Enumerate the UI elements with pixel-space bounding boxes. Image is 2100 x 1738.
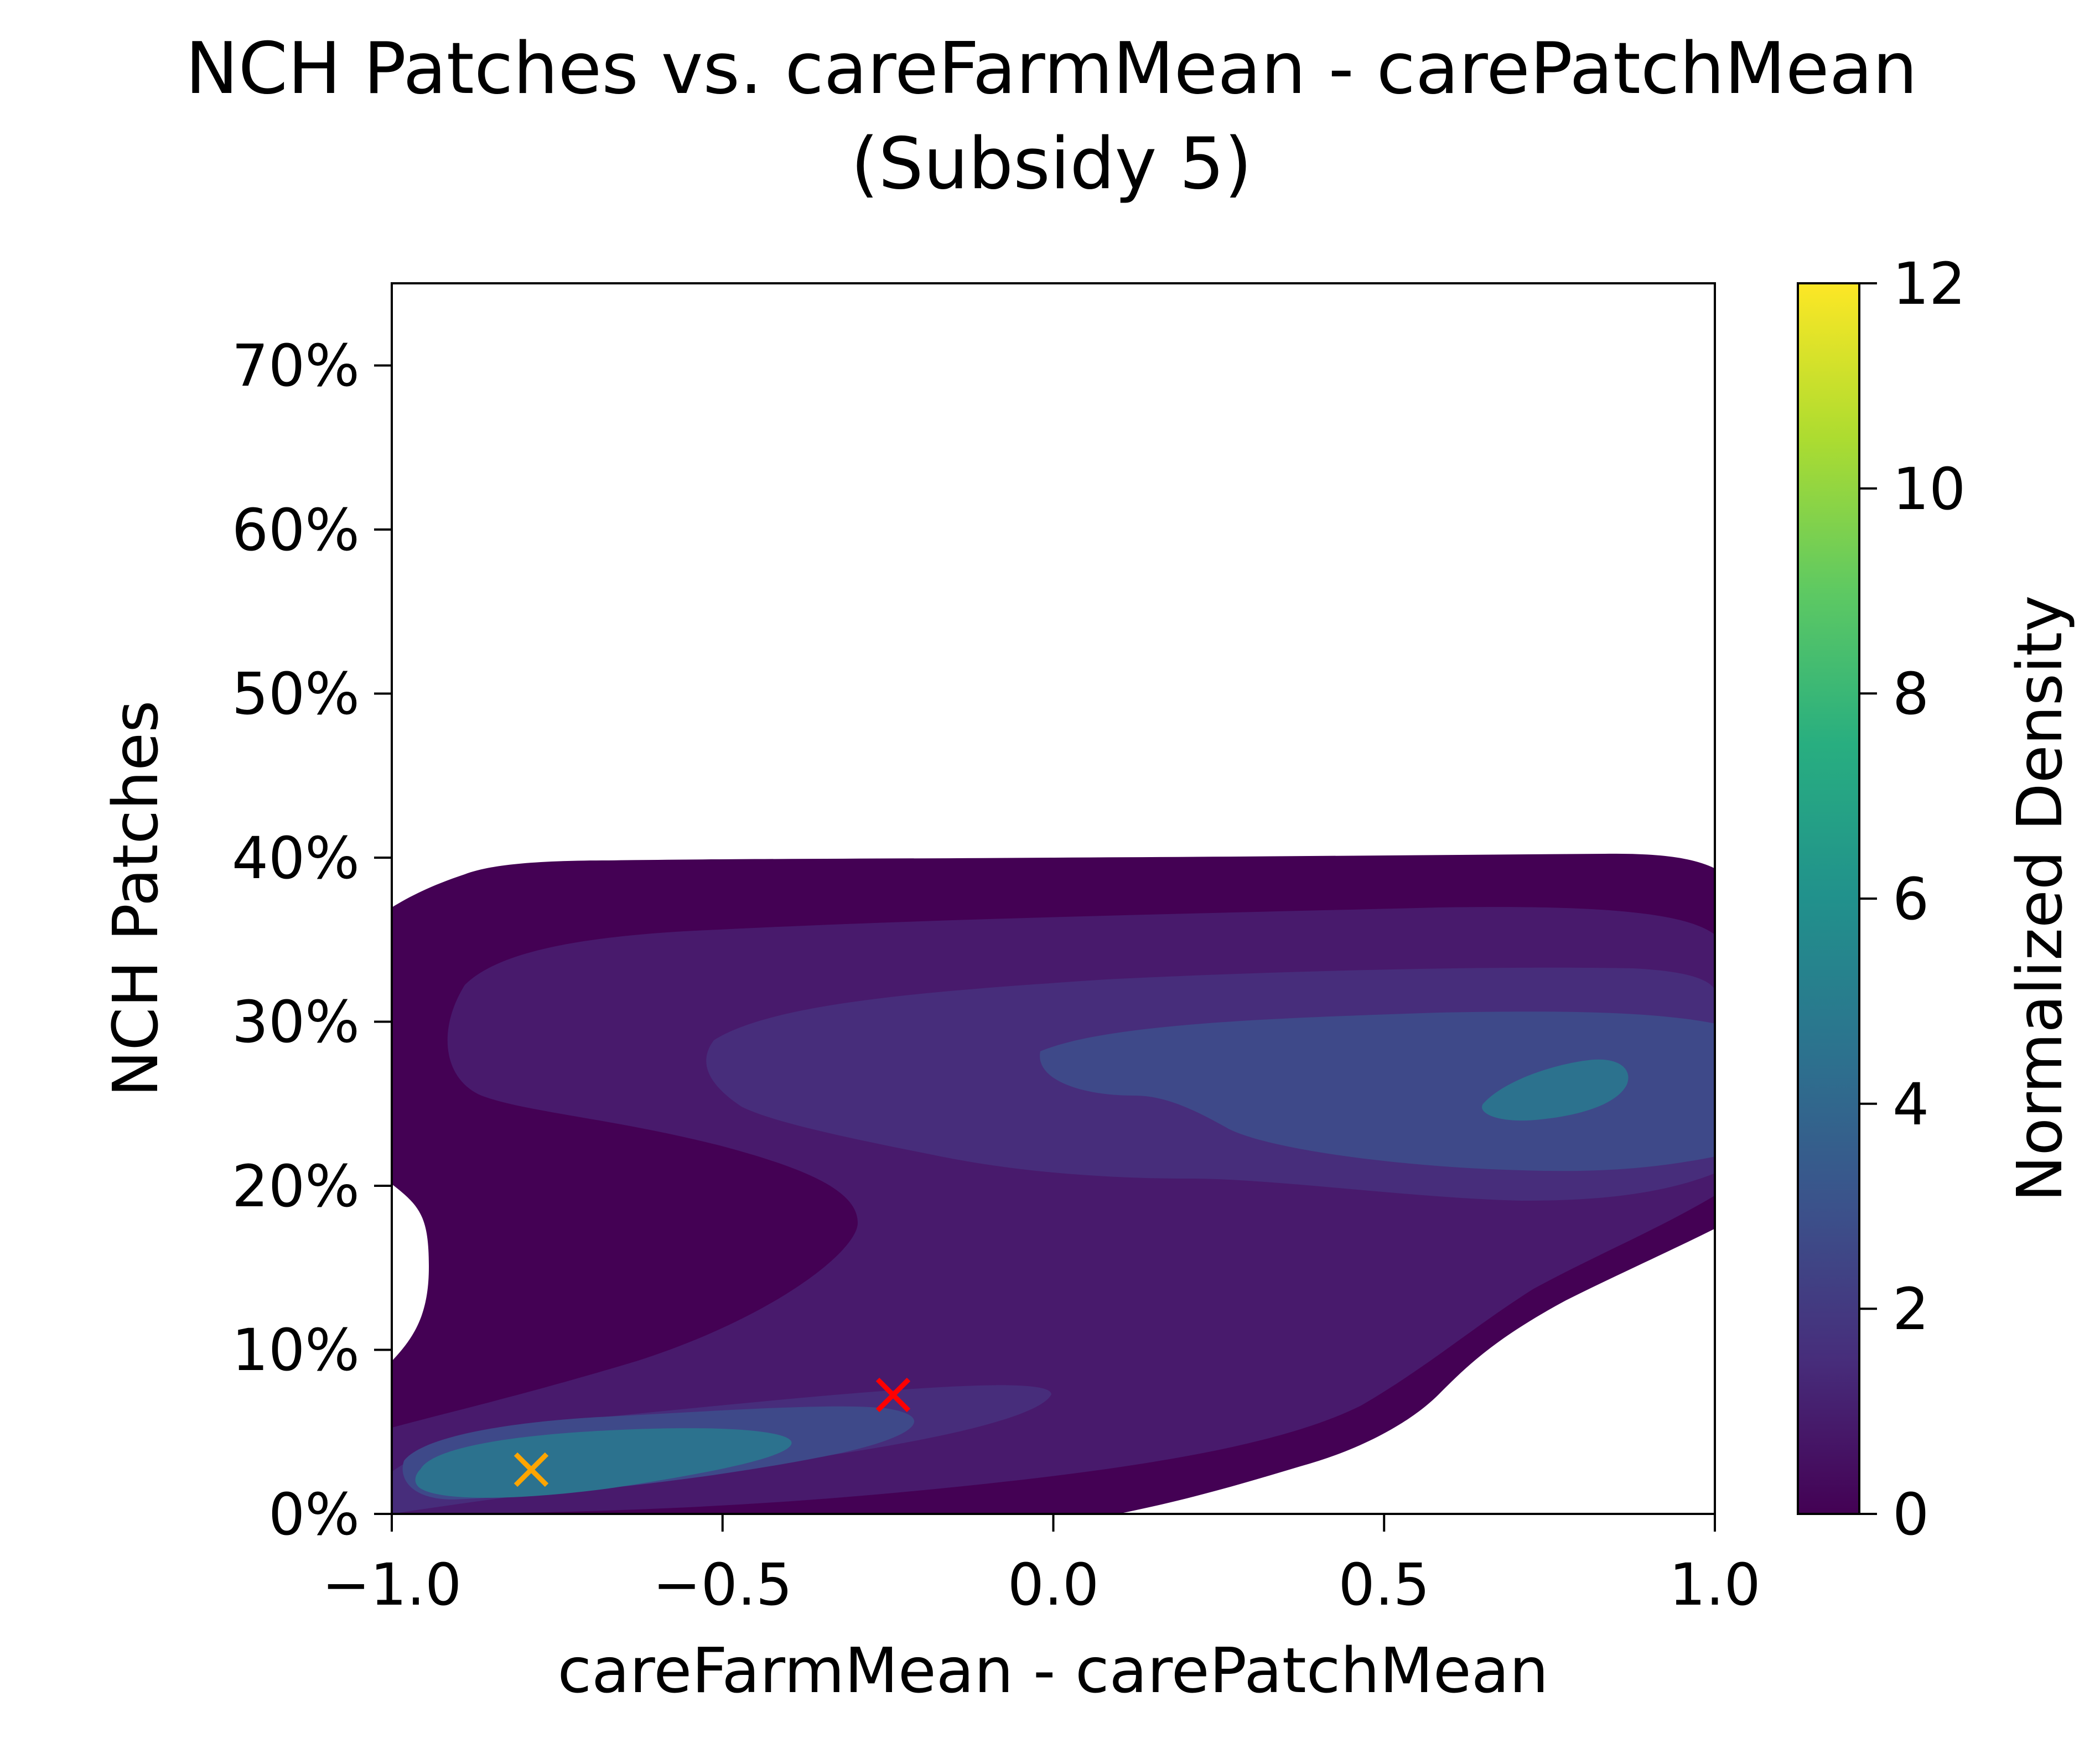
y-tick-label: 40% (232, 824, 360, 892)
y-tick-label: 20% (232, 1153, 360, 1220)
x-tick-label: 1.0 (1669, 1551, 1760, 1618)
colorbar-tick-label: 0 (1892, 1481, 1929, 1548)
y-tick-label: 70% (232, 332, 360, 400)
colorbar-label: Normalized Density (2004, 595, 2076, 1202)
density-contours (392, 853, 1715, 1514)
colorbar-ticks (1859, 282, 1877, 1515)
colorbar-tick-label: 6 (1892, 865, 1929, 933)
chart-title-line2: (Subsidy 5) (851, 123, 1252, 205)
x-tick-label: 0.0 (1008, 1551, 1099, 1618)
x-axis (391, 1514, 1716, 1532)
y-tick-label: 30% (232, 988, 360, 1056)
y-tick-label: 0% (268, 1481, 360, 1548)
colorbar-tick-label: 10 (1892, 455, 1966, 523)
marker-orange-x (514, 1452, 549, 1487)
chart-title-line1: NCH Patches vs. careFarmMean - carePatch… (185, 28, 1917, 110)
x-axis-label: careFarmMean - carePatchMean (558, 1635, 1549, 1707)
x-tick-label: −1.0 (322, 1551, 462, 1618)
contour-level-4 (1040, 1011, 1715, 1171)
y-axis-label: NCH Patches (100, 701, 172, 1097)
colorbar-tick-label: 4 (1892, 1071, 1929, 1138)
contour-level-5-peak-right (1482, 1059, 1629, 1121)
colorbar-tick-label: 12 (1892, 250, 1966, 318)
y-tick-label: 60% (232, 496, 360, 564)
colorbar-tick-label: 8 (1892, 660, 1929, 728)
marker-red-x (875, 1377, 911, 1413)
y-axis (374, 364, 392, 1515)
y-tick-label: 50% (232, 660, 360, 728)
colorbar-tick-label: 2 (1892, 1275, 1929, 1343)
markers (514, 1377, 911, 1487)
x-tick-label: 0.5 (1339, 1551, 1430, 1618)
colorbar (1797, 282, 1860, 1515)
y-tick-label: 10% (232, 1316, 360, 1384)
x-tick-label: −0.5 (652, 1551, 792, 1618)
contour-level-5-peak-left (415, 1428, 792, 1498)
